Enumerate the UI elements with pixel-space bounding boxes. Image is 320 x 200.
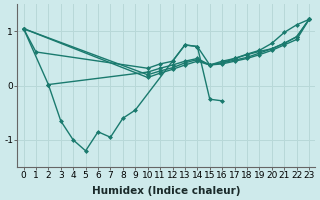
X-axis label: Humidex (Indice chaleur): Humidex (Indice chaleur) — [92, 186, 241, 196]
